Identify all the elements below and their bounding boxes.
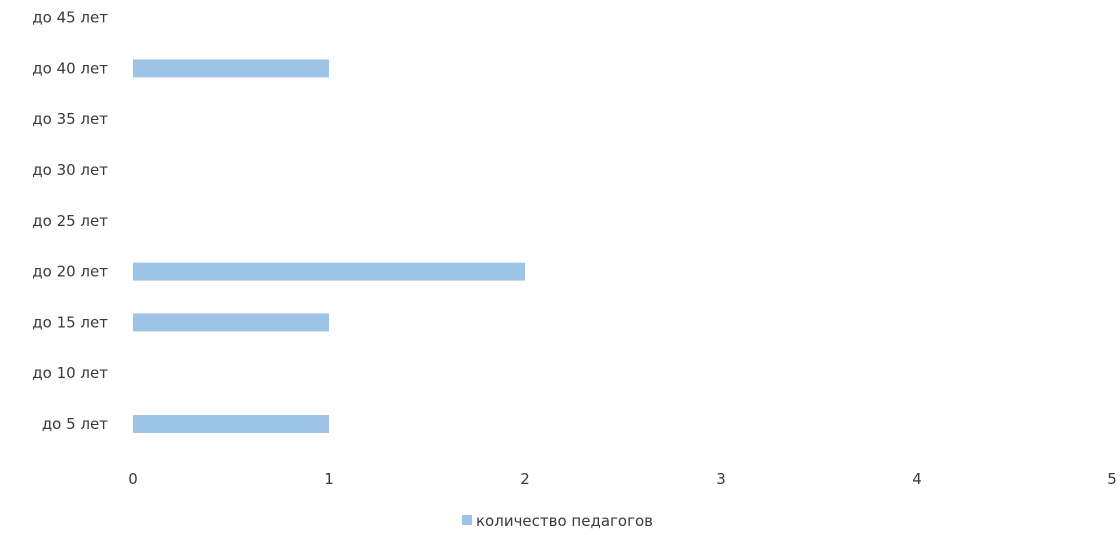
category-label: до 45 лет	[32, 9, 108, 27]
category-label: до 30 лет	[32, 161, 108, 179]
category-label: до 25 лет	[32, 212, 108, 230]
bar	[133, 313, 329, 332]
x-tick-label: 5	[1107, 470, 1117, 488]
category-label: до 5 лет	[42, 415, 108, 433]
category-label: до 35 лет	[32, 110, 108, 128]
legend: количество педагогов	[462, 512, 653, 530]
x-tick-label: 3	[716, 470, 726, 488]
category-labels: до 5 лет до 10 лет до 15 лет до 20 лет до 25…	[32, 9, 108, 433]
x-axis-tick-labels: 0 1 2 3 4 5	[128, 470, 1117, 488]
x-tick-label: 1	[324, 470, 334, 488]
bars	[133, 59, 525, 433]
bar	[133, 415, 329, 433]
x-tick-label: 4	[912, 470, 922, 488]
category-label: до 20 лет	[32, 263, 108, 281]
legend-label: количество педагогов	[476, 512, 653, 530]
category-label: до 40 лет	[32, 59, 108, 77]
x-tick-label: 0	[128, 470, 138, 488]
category-label: до 15 лет	[32, 313, 108, 331]
x-tick-label: 2	[520, 470, 530, 488]
legend-swatch	[462, 515, 472, 525]
bar	[133, 262, 525, 281]
bar	[133, 59, 329, 78]
category-label: до 10 лет	[32, 364, 108, 382]
